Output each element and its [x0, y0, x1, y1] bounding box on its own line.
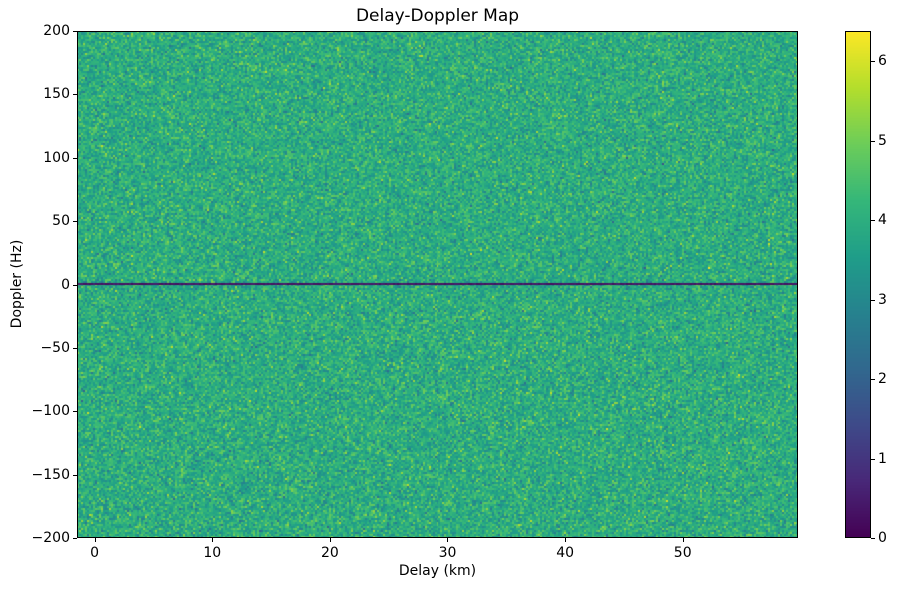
- x-tick-0-label: 0: [90, 545, 100, 561]
- x-tick-10-mark: [212, 538, 214, 542]
- y-tick--200-label: −200: [31, 530, 70, 546]
- chart-title: Delay-Doppler Map: [355, 6, 520, 26]
- colorbar-tick-1-label: 1: [878, 450, 887, 467]
- y-tick-200-mark: [73, 31, 77, 32]
- y-tick-50-label: 50: [52, 213, 70, 230]
- y-tick-50-mark: [73, 221, 77, 223]
- y-tick--150-mark: [73, 474, 77, 476]
- colorbar-tick-3-mark: [871, 299, 875, 301]
- y-tick--200-mark: [73, 538, 77, 539]
- colorbar-tick-4-mark: [871, 220, 875, 222]
- y-tick-0-label: 0: [61, 276, 70, 293]
- colorbar: [845, 31, 871, 538]
- colorbar-tick-0-mark: [871, 538, 875, 539]
- y-tick-100-label: 100: [43, 149, 70, 166]
- y-tick--50-mark: [73, 347, 77, 349]
- colorbar-tick-1-mark: [871, 458, 875, 460]
- y-tick-200-label: 200: [43, 23, 70, 39]
- x-tick-30-mark: [447, 538, 449, 542]
- y-tick-150-label: 150: [43, 86, 70, 103]
- y-tick-100-mark: [73, 157, 77, 159]
- heatmap-canvas: [77, 31, 798, 538]
- y-tick--100-mark: [73, 411, 77, 413]
- x-tick-10-label: 10: [203, 545, 222, 561]
- x-tick-30-label: 30: [438, 545, 457, 561]
- y-tick-0-mark: [73, 284, 77, 286]
- colorbar-tick-4-label: 4: [878, 212, 887, 229]
- y-tick--50-label: −50: [40, 339, 70, 356]
- x-tick-50-mark: [682, 538, 684, 542]
- y-tick--150-label: −150: [31, 466, 70, 483]
- x-tick-40-label: 40: [556, 545, 575, 561]
- colorbar-tick-0-label: 0: [878, 530, 887, 546]
- colorbar-tick-2-label: 2: [878, 371, 887, 388]
- x-tick-0-mark: [94, 538, 96, 542]
- colorbar-tick-3-label: 3: [878, 291, 887, 308]
- colorbar-tick-6-mark: [871, 61, 875, 63]
- x-tick-50-label: 50: [673, 545, 692, 561]
- x-tick-20-label: 20: [320, 545, 339, 561]
- y-tick--100-label: −100: [31, 403, 70, 420]
- colorbar-tick-5-mark: [871, 140, 875, 142]
- y-tick-150-mark: [73, 94, 77, 96]
- colorbar-tick-6-label: 6: [878, 53, 887, 70]
- x-tick-40-mark: [565, 538, 567, 542]
- colorbar-tick-2-mark: [871, 379, 875, 381]
- x-axis-label: Delay (km): [398, 563, 477, 579]
- x-tick-20-mark: [329, 538, 331, 542]
- colorbar-tick-5-label: 5: [878, 132, 887, 149]
